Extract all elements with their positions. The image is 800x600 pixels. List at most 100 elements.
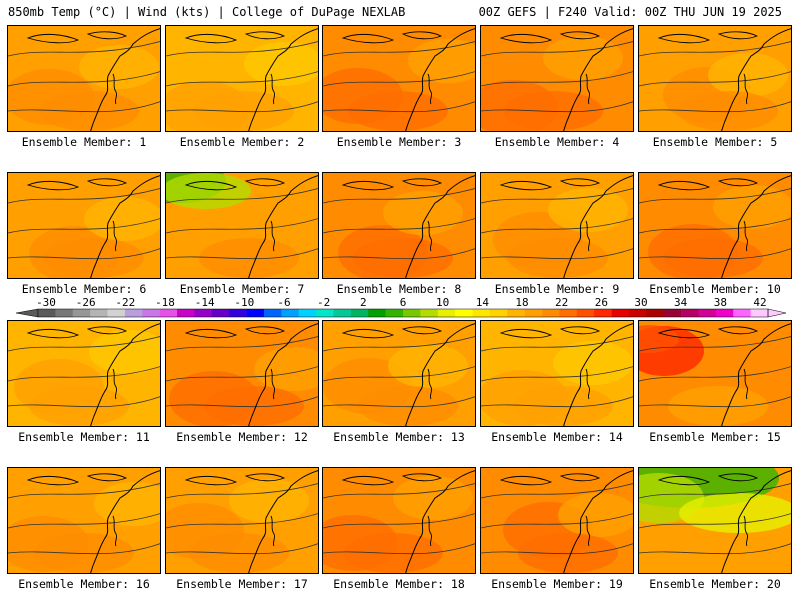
colorbar-swatch [159, 309, 178, 317]
coastline [563, 323, 633, 426]
colorbar-swatch [194, 309, 213, 317]
contour-line [166, 248, 318, 260]
contour-line [639, 336, 791, 352]
contour-line [8, 188, 160, 204]
ensemble-member-label: Ensemble Member: 6 [21, 282, 147, 296]
contour-line [323, 71, 475, 87]
coastline [248, 323, 318, 426]
coastline [743, 515, 749, 547]
colorbar-swatch [316, 309, 334, 317]
temperature-field [323, 321, 475, 426]
ensemble-member-map [480, 172, 634, 279]
contour-line [323, 543, 475, 555]
temperature-blob [708, 53, 788, 97]
great-lakes [26, 31, 128, 44]
colorbar-swatch [594, 309, 612, 317]
contour-line [8, 101, 160, 113]
contour-line [166, 483, 318, 499]
coastline [743, 73, 749, 105]
ensemble-member-label: Ensemble Member: 11 [18, 430, 150, 444]
contour-line [481, 543, 633, 555]
contour-line [166, 396, 318, 408]
coastline [270, 368, 276, 400]
temperature-field [166, 468, 318, 573]
contour-line [166, 188, 318, 204]
great-lakes [184, 473, 286, 486]
coastline [405, 28, 475, 131]
ensemble-member-map [7, 172, 161, 279]
great-lakes [499, 31, 601, 44]
great-lakes [499, 178, 601, 191]
contour-line [8, 366, 160, 382]
temperature-blob [79, 45, 159, 89]
ensemble-member-map [165, 320, 319, 427]
temperature-blob [194, 91, 294, 131]
contour-line [323, 41, 475, 57]
temperature-blob [663, 238, 763, 278]
coastline [270, 73, 276, 105]
colorbar-swatch [524, 309, 543, 317]
coastline [743, 368, 749, 400]
temperature-blob [348, 91, 448, 131]
ensemble-member-map [7, 25, 161, 132]
contour-line [639, 101, 791, 113]
contour-line [481, 218, 633, 234]
ensemble-member-label: Ensemble Member: 16 [18, 577, 150, 591]
colorbar-swatch [542, 309, 560, 317]
contour-line [8, 483, 160, 499]
temperature-blob [558, 493, 633, 537]
contour-line [481, 483, 633, 499]
contour-line [481, 71, 633, 87]
ensemble-member-label: Ensemble Member: 12 [176, 430, 308, 444]
contour-line [481, 396, 633, 408]
ensemble-member-label: Ensemble Member: 14 [491, 430, 623, 444]
colorbar-swatch [646, 309, 665, 317]
colorbar-swatch [628, 309, 647, 317]
coastline [585, 73, 591, 105]
contour-line [481, 41, 633, 57]
ensemble-member-map [165, 172, 319, 279]
coastline [585, 515, 591, 547]
ensemble-member-map [322, 467, 476, 574]
coastline [112, 220, 118, 252]
colorbar-swatch [385, 309, 404, 317]
temperature-field [166, 321, 318, 426]
temperature-field [639, 468, 791, 573]
contour-line [8, 248, 160, 260]
coastline [585, 220, 591, 252]
temperature-blob [639, 325, 679, 353]
coastline [563, 175, 633, 278]
contour-line [8, 513, 160, 529]
ensemble-member-label: Ensemble Member: 13 [333, 430, 465, 444]
temperature-blob [679, 493, 791, 533]
colorbar-tick-label: -2 [317, 296, 330, 309]
contour-line [639, 366, 791, 382]
great-lakes [341, 31, 443, 44]
colorbar-tick-label: 10 [436, 296, 449, 309]
colorbar-swatch [420, 309, 439, 317]
ensemble-member-label: Ensemble Member: 5 [652, 135, 778, 149]
contour-line [481, 513, 633, 529]
coastline [427, 73, 433, 105]
coastline [427, 368, 433, 400]
coastline [270, 515, 276, 547]
colorbar-tick-label: -18 [155, 296, 175, 309]
ensemble-member-label: Ensemble Member: 2 [179, 135, 305, 149]
temperature-blob [503, 91, 603, 131]
temperature-blob [393, 476, 473, 520]
contour-line [323, 336, 475, 352]
contour-line [166, 336, 318, 352]
colorbar-tick-label: -22 [115, 296, 135, 309]
coastline [90, 470, 160, 573]
ensemble-member-label: Ensemble Member: 17 [176, 577, 308, 591]
ensemble-member-map [638, 320, 792, 427]
temperature-blob [668, 386, 768, 426]
colorbar-swatch [681, 309, 699, 317]
ensemble-member-map [7, 467, 161, 574]
temperature-field [323, 468, 475, 573]
ensemble-member-map [165, 25, 319, 132]
great-lakes [341, 473, 443, 486]
contour-line [166, 366, 318, 382]
temperature-blob [513, 386, 613, 426]
great-lakes [657, 473, 759, 486]
